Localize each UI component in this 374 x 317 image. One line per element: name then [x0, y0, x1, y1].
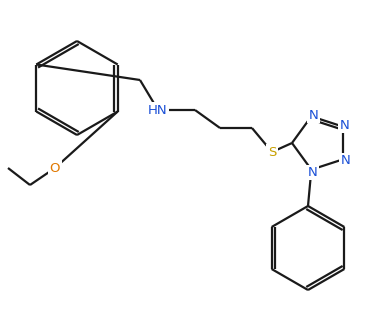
Text: N: N	[341, 154, 350, 167]
Text: HN: HN	[148, 103, 168, 117]
Text: O: O	[50, 161, 60, 174]
Text: N: N	[309, 109, 318, 122]
Text: S: S	[268, 146, 276, 158]
Text: N: N	[307, 166, 317, 179]
Text: N: N	[340, 119, 350, 132]
